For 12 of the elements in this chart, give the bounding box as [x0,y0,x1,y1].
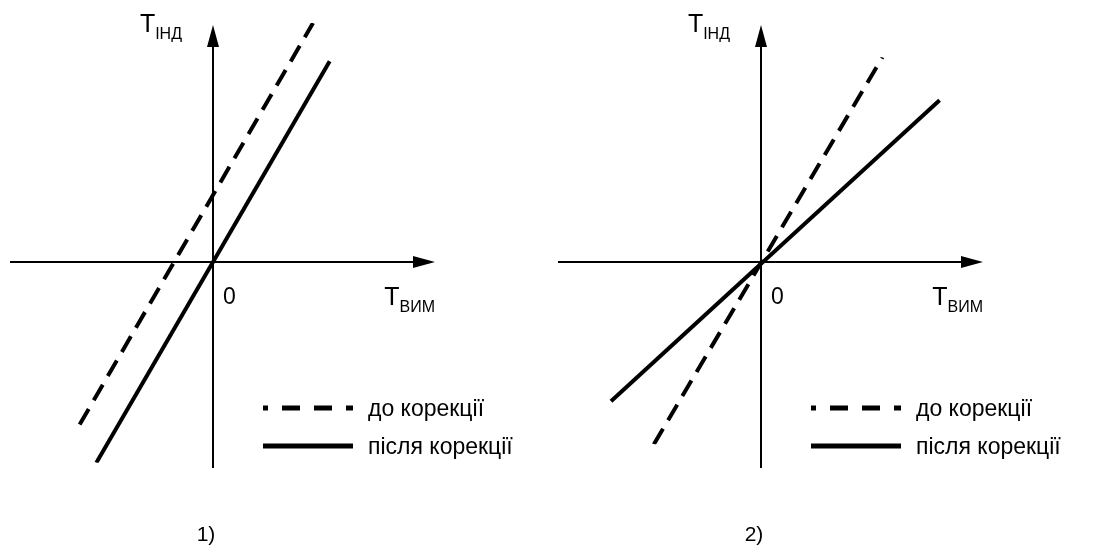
x-axis-title: T$_{ВИМ}$ [384,282,435,315]
legend-label: після корекції [916,433,1062,459]
text: 1) [196,522,216,545]
annotation: 0 [223,283,236,309]
y-axis-title: T$_{ІНД}$ [687,9,731,42]
legend-label: до корекції [368,395,485,421]
x-axis-title: T$_{ВИМ}$ [932,282,983,315]
annotation: 0 [771,283,784,309]
legend-label: після корекції [368,433,514,459]
y-axis-title: T$_{ІНД}$ [139,9,183,42]
text: 2) [744,522,764,545]
legend-label: до корекції [916,395,1033,421]
